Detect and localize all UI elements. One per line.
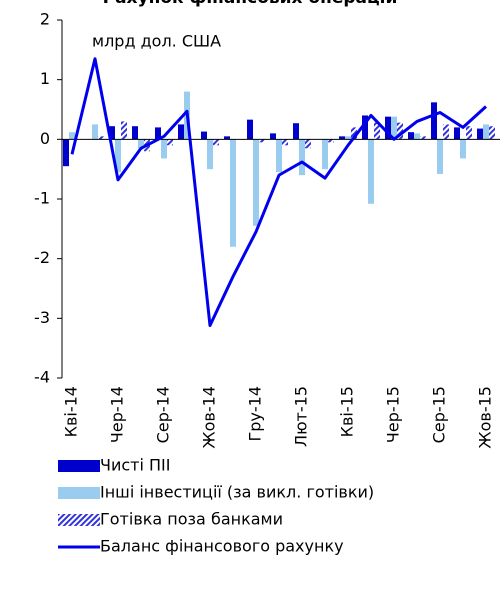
bar: [477, 128, 483, 140]
bar: [293, 123, 299, 140]
x-tick-label: Чер-14: [108, 386, 127, 443]
bar: [368, 139, 374, 204]
bar: [201, 131, 207, 140]
bar: [339, 136, 345, 140]
bar: [351, 127, 357, 140]
bar: [460, 139, 466, 159]
bar: [282, 139, 288, 146]
bar: [483, 124, 489, 140]
bar: [414, 133, 420, 140]
annotation: млрд дол. США: [92, 32, 221, 51]
bar: [63, 139, 69, 167]
legend-swatch: [58, 514, 100, 526]
y-tick-label: -3: [34, 308, 50, 327]
bar: [443, 124, 449, 140]
bar: [408, 132, 414, 140]
bar: [454, 127, 460, 140]
x-tick-label: Кві-14: [62, 386, 81, 437]
bar: [115, 139, 121, 173]
bar: [305, 139, 311, 149]
x-tick-label: Жов-15: [476, 386, 495, 449]
bar: [207, 139, 213, 170]
legend-label: Баланс фінансового рахунку: [100, 537, 344, 556]
x-tick-label: Кві-15: [338, 386, 357, 437]
y-tick-label: -1: [34, 189, 50, 208]
bar: [299, 139, 305, 176]
bar: [259, 139, 265, 143]
chart-title: Рахунок фінансових операцій: [103, 0, 398, 8]
bar: [230, 139, 236, 247]
x-tick-label: Лют-15: [292, 386, 311, 447]
x-tick-label: Сер-14: [154, 386, 173, 443]
bar: [161, 139, 167, 159]
bar: [420, 136, 426, 140]
bar: [155, 127, 161, 140]
x-tick-label: Гру-14: [246, 386, 265, 442]
legend-label: Інші інвестиції (за викл. готівки): [100, 483, 374, 502]
line: [70, 57, 488, 327]
legend-swatch: [58, 460, 100, 472]
bar: [466, 126, 472, 140]
y-tick-label: -2: [34, 248, 50, 267]
bar: [224, 136, 230, 140]
bar: [345, 136, 351, 140]
x-tick-label: Жов-14: [200, 386, 219, 449]
bar: [109, 126, 115, 140]
bar: [247, 119, 253, 140]
bar: [167, 139, 173, 146]
y-tick-label: 2: [40, 10, 50, 29]
bar: [374, 121, 380, 140]
bar: [98, 136, 104, 140]
y-tick-label: -4: [34, 368, 50, 387]
bar: [397, 122, 403, 140]
y-tick-label: 0: [40, 129, 50, 148]
x-tick-label: Сер-15: [430, 386, 449, 443]
bar: [437, 139, 443, 174]
bar: [431, 102, 437, 140]
bar: [489, 126, 495, 140]
bar: [385, 116, 391, 140]
bar: [328, 139, 334, 143]
bar: [322, 139, 328, 170]
bar: [276, 139, 282, 173]
bar: [391, 116, 397, 140]
bar: [69, 132, 75, 140]
y-tick-label: 1: [40, 69, 50, 88]
x-tick-label: Чер-15: [384, 386, 403, 443]
bar: [362, 115, 368, 140]
bar: [138, 139, 144, 149]
bar: [270, 133, 276, 140]
bar: [92, 124, 98, 140]
legend-label: Готівка поза банками: [100, 510, 283, 529]
bar: [178, 124, 184, 140]
bar: [213, 139, 219, 146]
legend-swatch: [58, 487, 100, 499]
bar: [121, 121, 127, 140]
bar: [253, 139, 259, 226]
bar: [132, 126, 138, 140]
legend-label: Чисті ПІІ: [100, 456, 170, 475]
